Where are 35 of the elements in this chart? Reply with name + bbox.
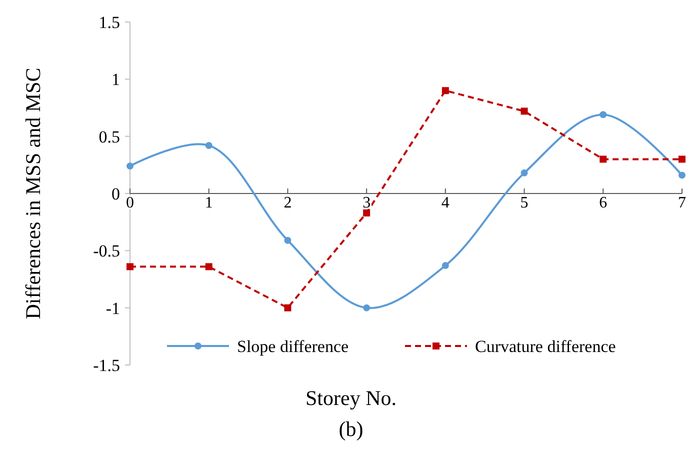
point (600, 111, 607, 118)
y-axis-title: Differences in MSS and MSC (21, 68, 45, 320)
point (442, 87, 449, 94)
y-tick-label: -0.5 (93, 242, 120, 261)
x-tick-label: 4 (441, 194, 450, 212)
point (205, 263, 212, 270)
y-tick-label: -1 (106, 298, 120, 318)
x-tick-label: 2 (284, 194, 292, 212)
point (126, 162, 134, 170)
y-tick-label: 0.5 (98, 127, 120, 146)
x-axis-title: Storey No. (306, 386, 396, 410)
legend-label: Curvature difference (475, 336, 616, 356)
x-tick-label: 0 (126, 194, 134, 212)
point (442, 262, 449, 270)
point (520, 108, 528, 115)
x-tick-label: 5 (520, 194, 528, 212)
y-tick-label: 1 (112, 70, 120, 90)
x-tick-label: 7 (678, 194, 686, 212)
point (520, 169, 528, 176)
text: (b) (338, 417, 364, 441)
point (678, 172, 686, 179)
y-tick-label: -1.5 (93, 356, 120, 375)
point (284, 304, 292, 312)
point (126, 263, 134, 270)
point (600, 156, 607, 163)
x-tick-label: 3 (362, 194, 371, 212)
point (363, 304, 370, 312)
point (205, 142, 212, 149)
y-tick-label: 1.5 (98, 12, 120, 32)
point (678, 156, 686, 163)
x-tick-label: 1 (204, 194, 213, 212)
x-tick-label: 6 (599, 194, 608, 212)
point (284, 236, 292, 244)
legend-label: Slope difference (237, 336, 349, 356)
point (363, 209, 370, 216)
